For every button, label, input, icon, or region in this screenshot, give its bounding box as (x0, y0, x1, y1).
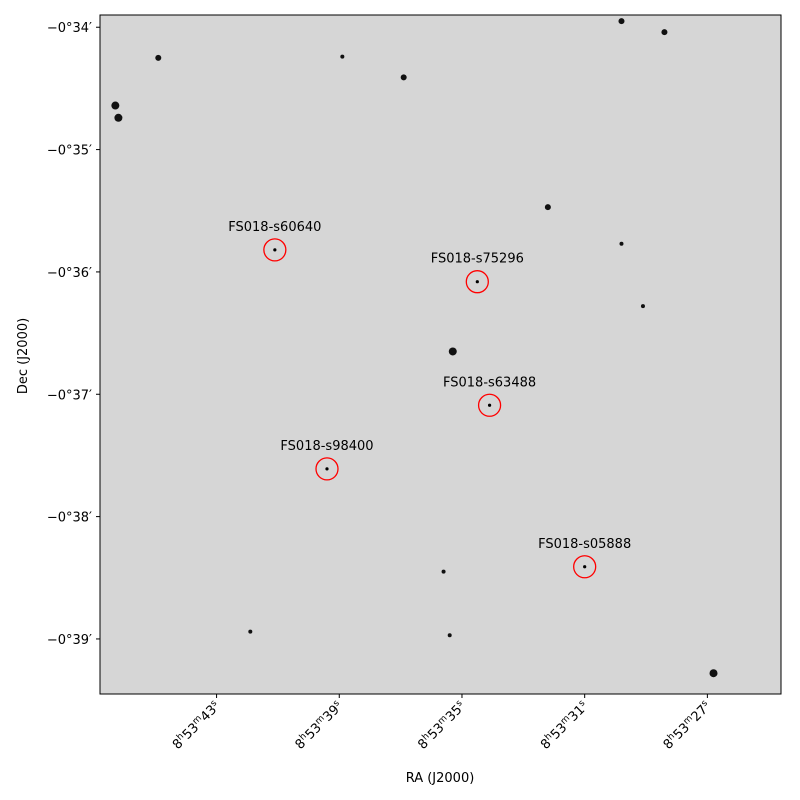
y-tick-label: −0°36′ (47, 266, 92, 281)
y-tick-label: −0°35′ (47, 144, 92, 159)
y-axis-title: Dec (J2000) (16, 318, 31, 394)
target-star (325, 467, 329, 471)
target-star (475, 280, 479, 284)
field-star (155, 54, 162, 61)
target-marker-circle (465, 270, 489, 294)
plot-frame (99, 14, 782, 695)
y-axis-ticks: −0°34′ −0°35′ −0°36′ −0°37′ −0°38′ −0°39′ (47, 21, 100, 648)
target-marker-circle (315, 457, 339, 481)
field-star (441, 569, 446, 574)
target-marker-circle (263, 238, 287, 262)
field-star (448, 347, 457, 356)
field-star (661, 29, 668, 36)
field-star (640, 304, 645, 309)
target-label: FS018-s60640 (228, 220, 321, 235)
y-tick-label: −0°34′ (47, 21, 92, 36)
x-axis-title: RA (J2000) (406, 771, 475, 786)
field-star (447, 633, 452, 638)
target-label: FS018-s75296 (431, 252, 524, 267)
sky-image (100, 15, 781, 694)
y-tick-label: −0°37′ (47, 388, 92, 403)
field-star (400, 74, 407, 81)
y-tick-label: −0°39′ (47, 633, 92, 648)
field-star (619, 241, 624, 246)
field-star (618, 18, 625, 25)
field-star (709, 669, 718, 678)
field-star (340, 54, 345, 59)
field-stars (111, 18, 718, 678)
target-star (487, 403, 492, 407)
field-star (544, 204, 551, 211)
field-star (248, 629, 253, 634)
target-markers: FS018-s60640 FS018-s75296 FS018-s63488 FS01… (228, 220, 631, 579)
field-star (114, 113, 123, 122)
target-label: FS018-s63488 (443, 375, 536, 390)
target-marker-circle (477, 393, 502, 417)
y-tick-label: −0°38′ (47, 511, 92, 526)
target-star (583, 565, 587, 569)
target-label: FS018-s98400 (280, 439, 373, 454)
target-star (273, 248, 277, 252)
field-star (111, 101, 120, 110)
target-marker-circle (573, 555, 597, 579)
target-label: FS018-s05888 (538, 537, 631, 552)
